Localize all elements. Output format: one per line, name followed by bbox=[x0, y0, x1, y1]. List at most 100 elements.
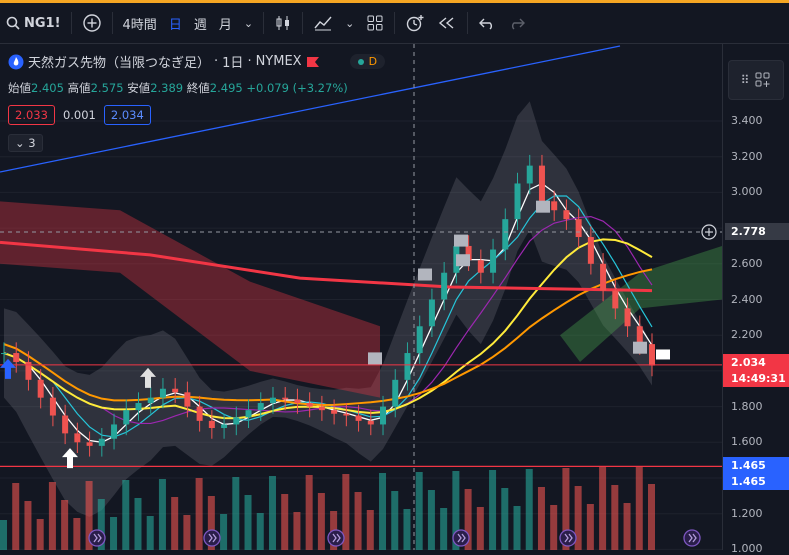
volume-bar bbox=[207, 496, 215, 550]
volume-bar bbox=[0, 520, 7, 550]
volume-bar bbox=[415, 472, 423, 550]
candle-body bbox=[13, 353, 20, 362]
candle-body bbox=[392, 379, 399, 407]
instrument-exchange: NYMEX bbox=[255, 54, 302, 69]
candle-body bbox=[318, 406, 325, 411]
volume-bar bbox=[171, 497, 179, 550]
toolbar-divider bbox=[263, 12, 265, 34]
candle-body bbox=[37, 379, 44, 398]
candle-body bbox=[612, 290, 619, 309]
object-tree-button[interactable]: ⠿ bbox=[728, 60, 784, 100]
bar-countdown-label: 14:49:31 bbox=[723, 369, 789, 387]
volume-bar bbox=[232, 477, 240, 550]
flag-marker-icon bbox=[656, 349, 670, 360]
open-value: 2.405 bbox=[31, 81, 64, 95]
volume-bar bbox=[513, 506, 521, 550]
candle-body bbox=[245, 410, 252, 418]
candle-body bbox=[62, 415, 69, 434]
volume-bar bbox=[452, 471, 460, 550]
candle-body bbox=[649, 344, 655, 366]
event-marker-icon bbox=[564, 533, 573, 543]
rewind-icon bbox=[439, 17, 454, 29]
low-label: 安値 bbox=[127, 81, 151, 95]
candle-body bbox=[587, 237, 594, 264]
symbol-label: NG1! bbox=[24, 15, 61, 31]
replay-button[interactable] bbox=[431, 8, 463, 38]
alarm-clock-icon bbox=[407, 15, 424, 32]
indicators-button[interactable] bbox=[307, 8, 339, 38]
timeframe-dropdown[interactable]: ⌄ bbox=[238, 8, 259, 38]
volume-bar bbox=[611, 485, 619, 550]
price-axis[interactable]: 3.4003.2003.0002.8002.6002.4002.2002.000… bbox=[722, 44, 789, 555]
chevron-down-icon: ⌄ bbox=[15, 136, 25, 150]
buy-price-button[interactable]: 2.034 bbox=[103, 105, 151, 125]
candle-body bbox=[86, 442, 93, 446]
redo-button[interactable] bbox=[502, 8, 532, 38]
volume-bar bbox=[562, 468, 570, 550]
sell-price-button[interactable]: 2.033 bbox=[8, 105, 55, 125]
indicators-collapse-button[interactable]: ⌄ 3 bbox=[8, 134, 43, 152]
volume-bar bbox=[599, 467, 607, 550]
legend-separator: · bbox=[247, 54, 252, 69]
last-price-label: 2.034 bbox=[723, 353, 789, 371]
volume-bar bbox=[623, 503, 631, 550]
indicators-dropdown[interactable]: ⌄ bbox=[339, 8, 360, 38]
undo-button[interactable] bbox=[472, 8, 502, 38]
candle-body bbox=[159, 388, 166, 398]
volume-bar bbox=[85, 481, 93, 550]
volume-bar bbox=[12, 483, 20, 550]
instrument-title[interactable]: 天然ガス先物（当限つなぎ足） bbox=[28, 56, 211, 71]
toolbar-divider bbox=[111, 12, 113, 34]
change-value: +0.079 (+3.27%) bbox=[246, 81, 348, 95]
candle-body bbox=[123, 410, 130, 425]
low-value: 2.389 bbox=[150, 81, 184, 95]
candle-body bbox=[563, 210, 570, 220]
candle-body bbox=[172, 388, 179, 393]
add-layout-icon bbox=[755, 72, 770, 87]
volume-bar bbox=[244, 495, 252, 550]
candle-body bbox=[98, 438, 105, 446]
price-axis-tick: 3.200 bbox=[731, 149, 763, 163]
chart-legend: 天然ガス先物（当限つなぎ足） · 1日 · NYMEX D bbox=[8, 52, 386, 71]
timeframe-week-button[interactable]: 週 bbox=[193, 17, 207, 33]
signal-marker bbox=[456, 254, 470, 267]
chevron-down-icon: ⌄ bbox=[345, 16, 355, 30]
candle-body bbox=[465, 245, 472, 261]
volume-bar bbox=[574, 486, 582, 550]
volume-bar bbox=[635, 466, 643, 550]
candle-body bbox=[257, 403, 264, 411]
toolbar-divider bbox=[302, 12, 304, 34]
buy-signal-arrow-icon bbox=[0, 358, 16, 379]
timeframe-month-button[interactable]: 月 bbox=[218, 17, 232, 33]
candle-body bbox=[1, 353, 7, 355]
flag-icon[interactable] bbox=[306, 56, 320, 68]
candle-body bbox=[367, 420, 374, 425]
timeframe-day-button[interactable]: 日 bbox=[168, 17, 182, 33]
chart-type-button[interactable] bbox=[268, 8, 298, 38]
volume-bar bbox=[48, 482, 56, 550]
candle-body bbox=[575, 219, 582, 238]
indicator-count: 3 bbox=[28, 136, 36, 150]
candle-body bbox=[355, 415, 362, 421]
symbol-search[interactable]: NG1! bbox=[0, 8, 67, 38]
alert-button[interactable] bbox=[399, 8, 431, 38]
volume-bar bbox=[24, 501, 32, 550]
candle-body bbox=[428, 299, 435, 327]
volume-bar bbox=[97, 499, 105, 550]
compare-button[interactable] bbox=[76, 8, 108, 38]
spread-value: 0.001 bbox=[62, 108, 96, 122]
timeframe-4h-button[interactable]: 4時間 bbox=[122, 17, 157, 33]
candle-body bbox=[233, 417, 240, 425]
volume-bar bbox=[183, 515, 191, 550]
market-status-badge[interactable]: D bbox=[349, 54, 386, 69]
candles-icon bbox=[276, 16, 290, 30]
layouts-button[interactable] bbox=[360, 8, 390, 38]
price-axis-tick: 1.000 bbox=[731, 542, 763, 555]
price-chart[interactable] bbox=[0, 44, 722, 550]
price-axis-tick: 2.200 bbox=[731, 328, 763, 342]
chart-area[interactable] bbox=[0, 44, 722, 550]
volume-bar bbox=[134, 498, 142, 550]
candle-body bbox=[636, 326, 643, 345]
candle-body bbox=[184, 392, 191, 407]
high-value: 2.575 bbox=[90, 81, 124, 95]
